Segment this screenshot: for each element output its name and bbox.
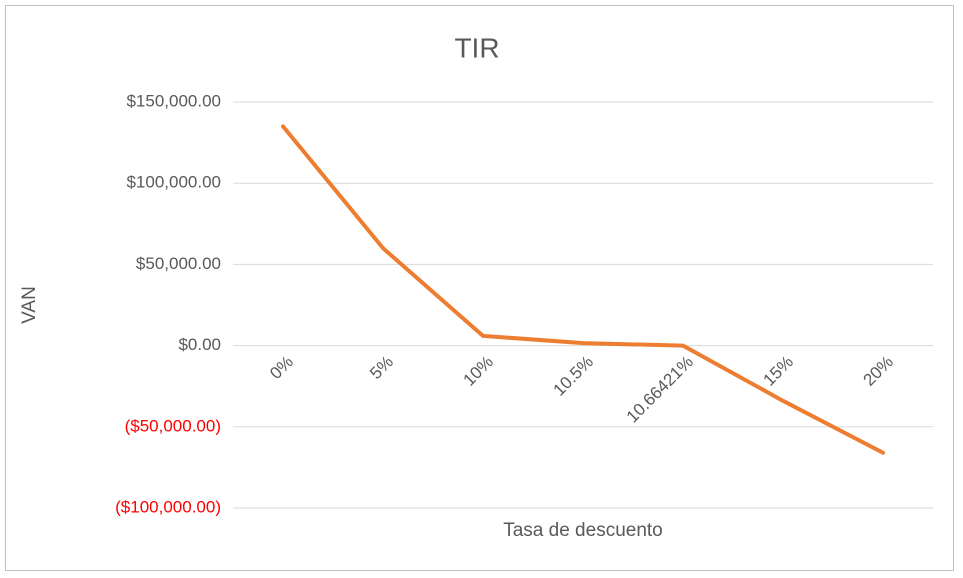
- chart-title: TIR: [454, 32, 499, 63]
- y-tick-label: ($100,000.00): [115, 497, 221, 516]
- y-tick-label: $0.00: [178, 335, 221, 354]
- y-tick-label: $50,000.00: [136, 254, 221, 273]
- y-axis-label: VAN: [19, 286, 40, 324]
- x-axis-label: Tasa de descuento: [503, 520, 663, 541]
- y-tick-label: ($50,000.00): [125, 416, 221, 435]
- chart-border: [5, 5, 954, 571]
- y-tick-label: $150,000.00: [126, 91, 221, 110]
- line-series: [281, 124, 885, 455]
- y-tick-label: $100,000.00: [126, 173, 221, 192]
